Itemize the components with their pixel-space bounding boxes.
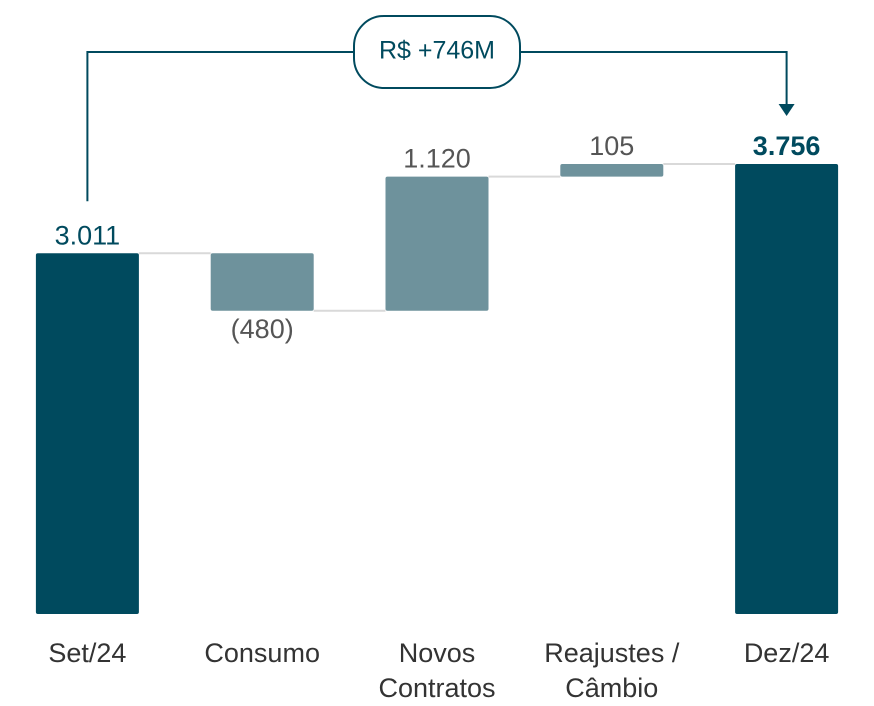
x-tick-label: Dez/24 [743, 638, 830, 668]
bracket [86, 51, 788, 202]
arrow-head [778, 104, 795, 116]
bar [35, 253, 139, 614]
x-tick-label: Reajustes / Câmbio [544, 638, 680, 703]
x-tick-label: Consumo [204, 638, 320, 668]
value-label: 3.756 [753, 131, 821, 161]
value-label: 105 [589, 131, 634, 161]
annotation: R$ +746M [379, 37, 495, 65]
x-tick-label: Set/24 [48, 638, 127, 668]
value-label: (480) [231, 314, 294, 344]
annotation-box [353, 15, 521, 89]
value-label: 3.011 [55, 220, 121, 250]
bar [385, 176, 489, 311]
x-tick-label: Novos Contratos [378, 638, 496, 703]
bar [735, 164, 839, 614]
bar [210, 253, 314, 311]
value-label: 1.120 [403, 144, 471, 174]
bar [560, 164, 664, 177]
